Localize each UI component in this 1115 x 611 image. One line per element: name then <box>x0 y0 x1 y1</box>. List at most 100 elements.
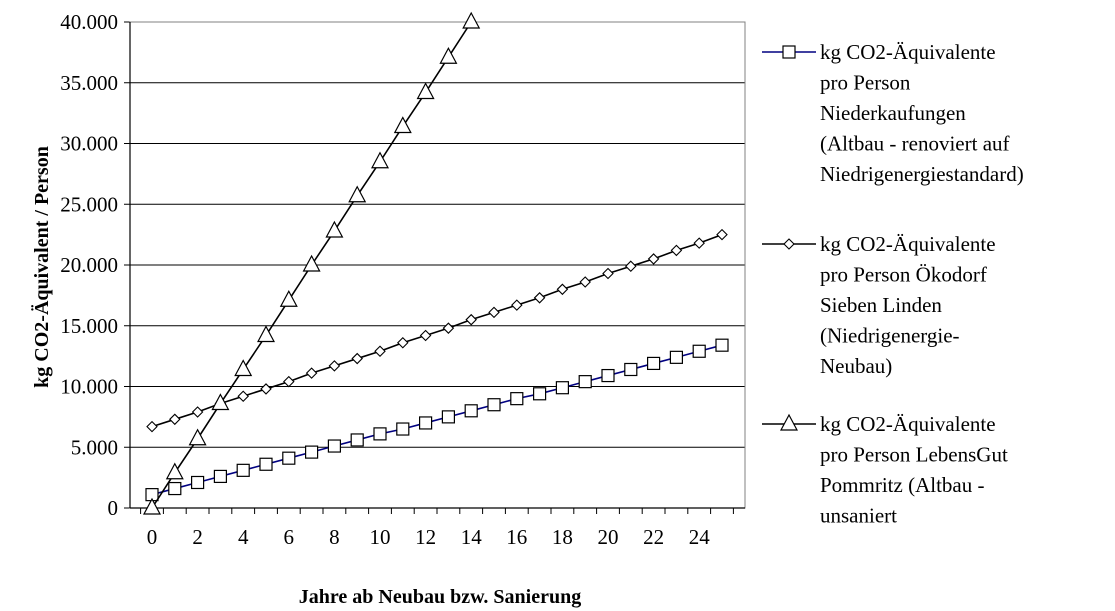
diamond-marker <box>579 276 591 288</box>
triangle-marker <box>211 393 230 411</box>
legend-label: Niedrigenergiestandard) <box>820 162 1024 186</box>
x-tick-label: 0 <box>147 525 158 549</box>
triangle-marker <box>393 116 412 134</box>
triangle-marker <box>279 289 298 307</box>
series <box>143 11 729 515</box>
diamond-marker <box>670 244 683 257</box>
series-triangle <box>143 11 481 515</box>
legend-label: Pommritz (Altbau - <box>820 473 984 497</box>
diamond-marker <box>283 375 295 388</box>
diamond-marker <box>511 299 523 311</box>
diamond-marker <box>328 360 341 372</box>
y-axis-title: kg CO2-Äquivalent / Person <box>30 146 53 388</box>
x-tick-label: 24 <box>689 525 711 549</box>
square-marker <box>305 445 319 459</box>
triangle-marker <box>302 254 321 272</box>
legend-label: Neubau) <box>820 354 892 378</box>
x-tick-label: 18 <box>552 525 573 549</box>
triangle-marker <box>371 151 389 169</box>
triangle-marker <box>143 497 161 515</box>
series-line <box>151 233 723 428</box>
legend-entry: kg CO2-Äquivalente pro Person Ökodorf Sieb… <box>762 232 996 378</box>
legend-label: pro Person LebensGut <box>820 443 1008 467</box>
triangle-marker <box>234 359 253 377</box>
series-diamond <box>146 228 728 433</box>
triangle-marker <box>257 325 275 343</box>
legend-label: unsaniert <box>820 504 897 528</box>
triangle-marker <box>348 185 367 203</box>
x-tick-label: 12 <box>415 525 436 549</box>
square-marker <box>259 457 273 471</box>
diamond-marker <box>465 313 477 326</box>
diamond-marker <box>237 390 249 402</box>
diamond-marker <box>169 413 181 426</box>
square-marker <box>191 475 205 490</box>
triangle-marker <box>416 82 435 100</box>
legend-label: kg CO2-Äquivalente <box>820 412 996 436</box>
square-marker <box>282 451 296 465</box>
triangle-marker <box>462 11 481 29</box>
legend-label: (Altbau - renoviert auf <box>820 132 1010 156</box>
y-tick-label: 15.000 <box>60 314 118 338</box>
square-marker <box>669 350 684 364</box>
diamond-marker <box>146 420 158 433</box>
diamond-marker <box>305 367 318 379</box>
diamond-marker <box>260 383 272 395</box>
diamond-marker <box>783 238 795 250</box>
diamond-marker <box>351 352 363 365</box>
x-tick-label: 6 <box>284 525 295 549</box>
diamond-marker <box>397 336 409 349</box>
diamond-marker <box>556 283 569 296</box>
square-marker <box>327 439 341 453</box>
square-marker <box>350 433 364 447</box>
axes: 0 5.000 10.000 15.000 20.000 25.000 30.000 35.0… <box>60 10 746 549</box>
diamond-marker <box>191 406 204 418</box>
y-tick-label: 35.000 <box>60 71 118 95</box>
diamond-marker <box>602 267 614 280</box>
square-marker <box>441 410 455 424</box>
square-marker <box>646 356 661 371</box>
legend-label: Sieben Linden <box>820 293 942 317</box>
square-marker <box>555 381 570 395</box>
legend-label: pro Person Ökodorf <box>820 263 987 287</box>
triangle-marker <box>188 428 207 446</box>
square-marker <box>532 387 547 401</box>
square-marker <box>487 398 501 412</box>
y-tick-label: 10.000 <box>60 375 118 399</box>
square-marker <box>624 362 638 377</box>
triangle-marker <box>439 46 458 64</box>
legend-label: pro Person <box>820 71 911 95</box>
square-marker <box>419 416 433 430</box>
y-tick-label: 25.000 <box>60 192 118 216</box>
square-marker <box>782 45 796 59</box>
x-tick-label: 22 <box>643 525 664 549</box>
legend-entry: kg CO2-Äquivalente pro Person LebensGut Po… <box>762 412 1008 528</box>
x-tick-label: 4 <box>238 525 249 549</box>
legend-label: Niederkaufungen <box>820 101 966 125</box>
square-marker <box>396 422 410 436</box>
legend-label: kg CO2-Äquivalente <box>820 40 996 64</box>
legend-label: (Niedrigenergie- <box>820 324 960 348</box>
x-tick-label: 8 <box>329 525 340 549</box>
square-marker <box>236 463 250 477</box>
diamond-marker <box>647 253 660 265</box>
legend-entry: kg CO2-Äquivalente pro Person Niederkaufun… <box>762 40 1024 186</box>
legend-label: kg CO2-Äquivalente <box>820 232 996 256</box>
gridlines <box>130 21 745 448</box>
square-marker <box>601 368 615 383</box>
diamond-marker <box>442 322 455 334</box>
y-tick-label: 0 <box>108 496 119 520</box>
x-tick-label: 16 <box>506 525 527 549</box>
square-marker <box>373 427 387 441</box>
triangle-marker <box>780 413 798 431</box>
x-tick-label: 10 <box>370 525 391 549</box>
square-marker <box>692 344 706 358</box>
y-tick-label: 40.000 <box>60 10 118 34</box>
x-tick-label: 20 <box>598 525 619 549</box>
series-square <box>145 338 729 502</box>
legend: kg CO2-Äquivalente pro Person Niederkaufun… <box>762 40 1024 528</box>
diamond-marker <box>419 329 432 342</box>
diamond-marker <box>488 306 500 319</box>
square-marker <box>213 469 227 484</box>
